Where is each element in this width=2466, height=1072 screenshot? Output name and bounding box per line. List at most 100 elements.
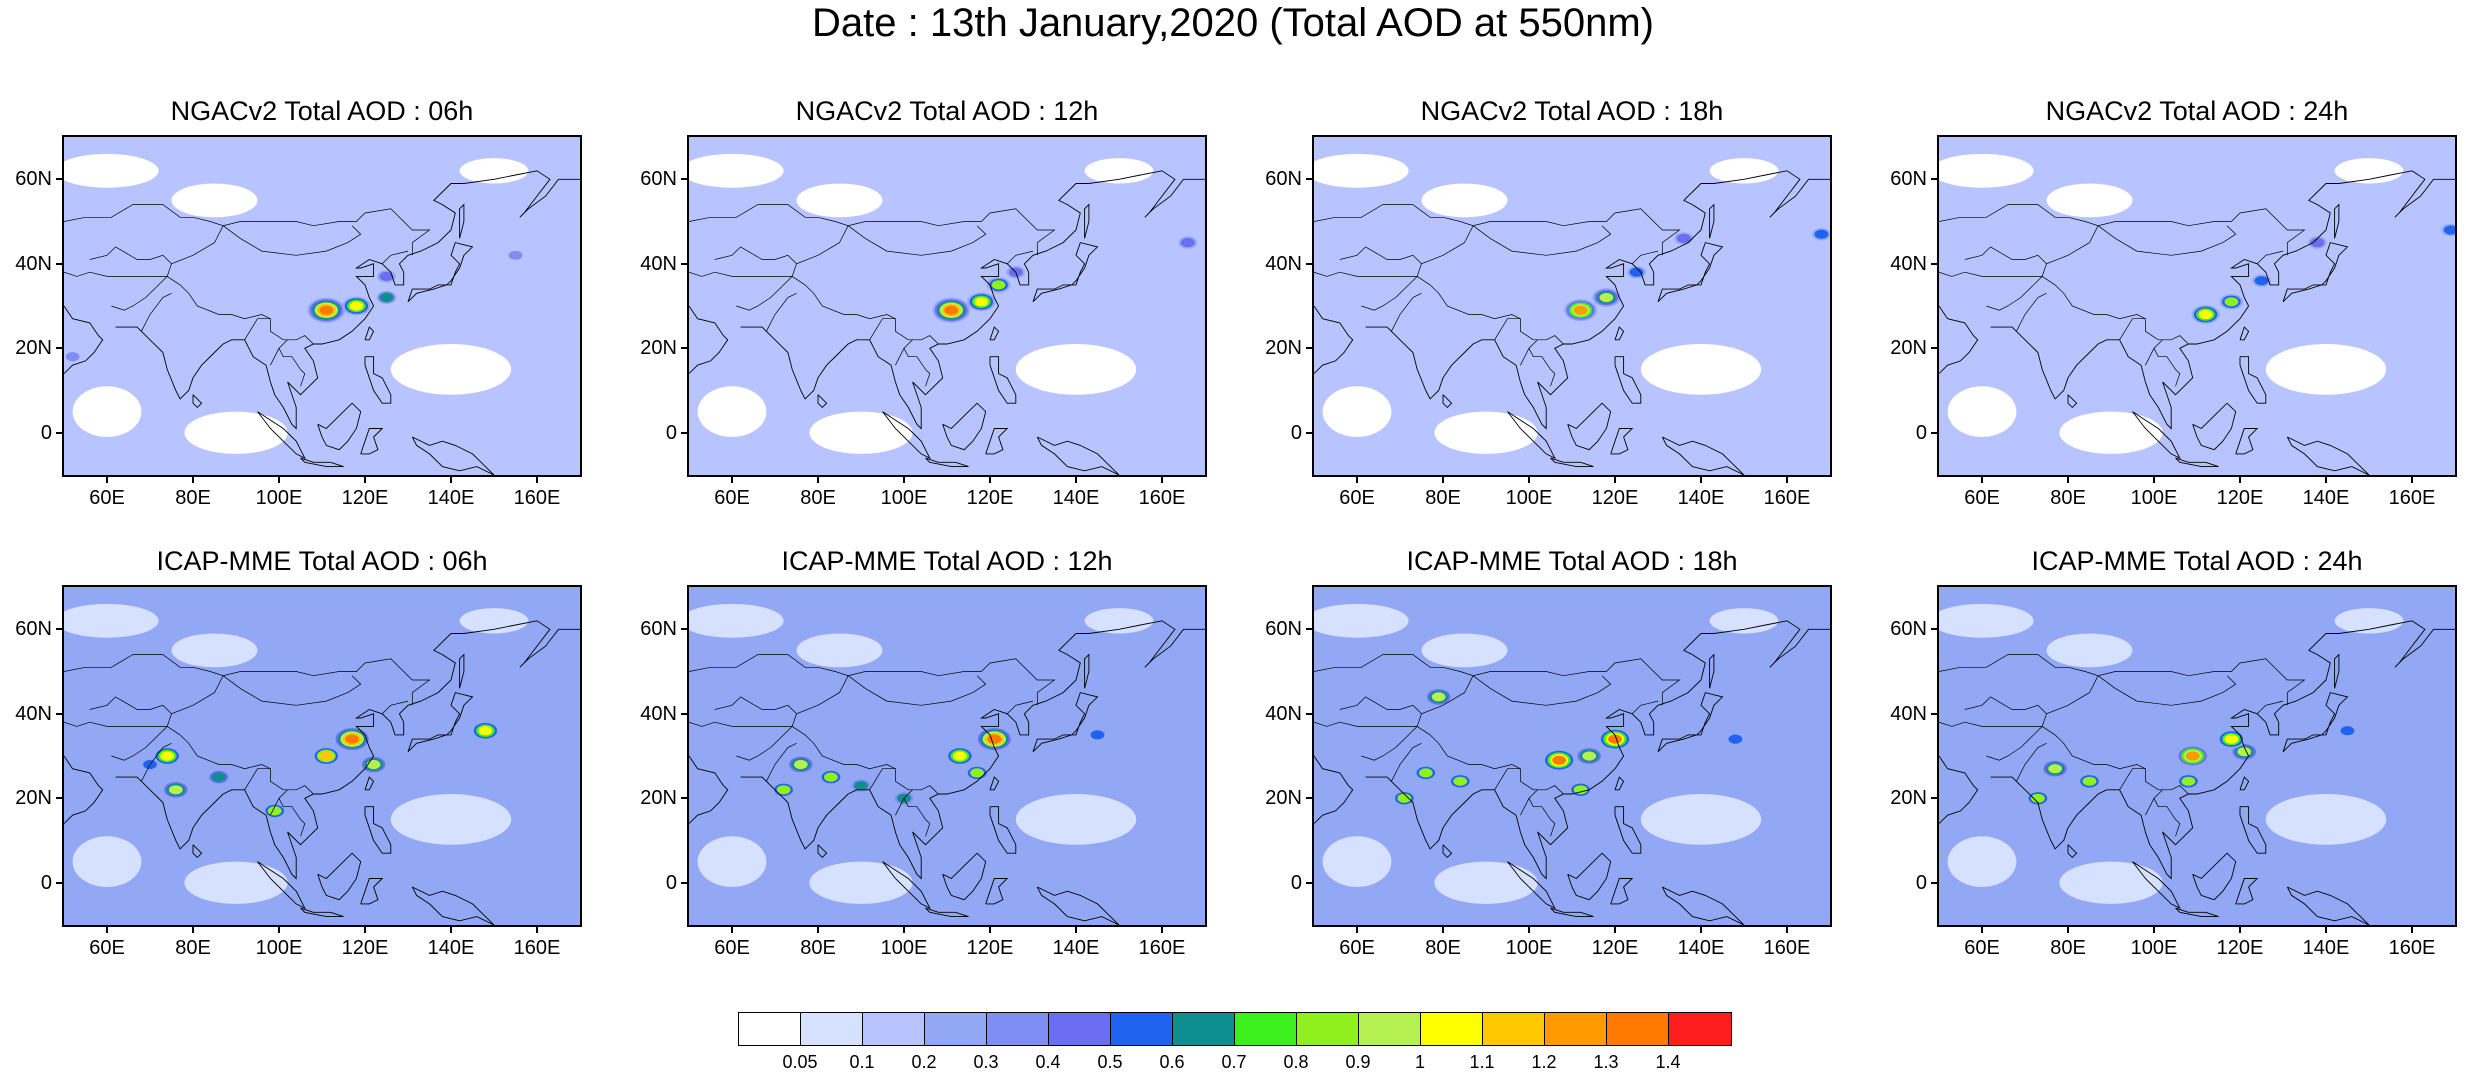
lon-tick bbox=[817, 927, 819, 933]
lon-tick-label: 100E bbox=[1505, 937, 1553, 959]
coastline bbox=[317, 402, 362, 451]
lat-tick bbox=[56, 712, 62, 715]
lon-tick-label: 140E bbox=[2302, 937, 2350, 959]
coastline bbox=[115, 776, 267, 850]
aod-hotspot-mark bbox=[160, 751, 175, 761]
coastline bbox=[1610, 878, 1634, 905]
lat-tick bbox=[1931, 712, 1937, 715]
lon-tick bbox=[989, 477, 991, 483]
aod-hotspot-mark bbox=[478, 726, 493, 736]
lon-tick bbox=[1356, 477, 1358, 483]
colorbar-swatch bbox=[1483, 1013, 1545, 1045]
lat-tick bbox=[1306, 628, 1312, 631]
coastline bbox=[1550, 457, 1594, 468]
country-border bbox=[1631, 250, 1659, 265]
country-border bbox=[847, 225, 987, 256]
coastline bbox=[1709, 653, 1715, 689]
clean-air-patches bbox=[64, 603, 529, 904]
country-border bbox=[689, 721, 715, 727]
lon-tick bbox=[450, 477, 452, 483]
colorbar-swatch bbox=[1607, 1013, 1669, 1045]
lat-tick-label: 40N bbox=[1890, 702, 1927, 725]
country-border bbox=[714, 225, 849, 277]
coastline bbox=[1507, 861, 1556, 910]
country-border bbox=[1939, 271, 1965, 277]
aod-map-icap-mme-12h bbox=[687, 585, 1207, 927]
lat-tick bbox=[1931, 881, 1937, 884]
aod-hotspot-mark bbox=[1676, 233, 1691, 243]
clean-air-patch bbox=[1322, 386, 1392, 437]
aod-hotspot-mark bbox=[970, 768, 984, 778]
aod-hotspot-mark bbox=[319, 305, 334, 315]
panel-title: NGACv2 Total AOD : 06h bbox=[170, 96, 474, 126]
clean-air-patch bbox=[72, 386, 142, 437]
country-border bbox=[64, 721, 90, 727]
country-border bbox=[381, 700, 409, 715]
lon-tick-label: 160E bbox=[1763, 937, 1811, 959]
coastline bbox=[360, 878, 384, 905]
clean-air-patch bbox=[2059, 411, 2163, 454]
coastline bbox=[2140, 620, 2455, 880]
lat-tick-label: 20N bbox=[1890, 787, 1927, 810]
coastline bbox=[411, 436, 495, 475]
clean-air-patch bbox=[2046, 183, 2133, 218]
clean-air-patch bbox=[1947, 386, 2017, 437]
coastline bbox=[192, 394, 203, 409]
lon-tick-label: 120E bbox=[1591, 937, 1639, 959]
lon-tick bbox=[1356, 927, 1358, 933]
aod-field bbox=[1314, 587, 1830, 925]
coastlines bbox=[64, 170, 580, 475]
coastline bbox=[2175, 907, 2219, 918]
panel-title: ICAP-MME Total AOD : 12h bbox=[781, 546, 1113, 576]
aod-field bbox=[689, 137, 1205, 475]
country-border bbox=[64, 271, 90, 277]
coastline bbox=[942, 402, 987, 451]
colorbar-label: 1.4 bbox=[1655, 1052, 1681, 1072]
lon-tick bbox=[2239, 477, 2241, 483]
country-border bbox=[1006, 250, 1034, 265]
aod-hotspot-mark bbox=[2224, 297, 2239, 307]
lon-tick-label: 80E bbox=[800, 937, 836, 959]
lon-tick-label: 160E bbox=[513, 937, 561, 959]
country-border bbox=[903, 789, 913, 799]
aod-hotspot-mark bbox=[2082, 776, 2097, 786]
clean-air-patches bbox=[689, 603, 1154, 904]
coastline bbox=[1939, 755, 1979, 824]
country-border bbox=[1494, 768, 1521, 790]
coastline bbox=[890, 170, 1205, 430]
country-border bbox=[1314, 204, 1681, 256]
colorbar bbox=[738, 1012, 1732, 1046]
lat-tick bbox=[1931, 431, 1937, 434]
colorbar-label: 0.05 bbox=[782, 1052, 818, 1072]
coastline bbox=[1610, 428, 1634, 455]
aod-hotspot-mark bbox=[987, 734, 1002, 744]
country-border bbox=[2097, 675, 2237, 706]
clean-air-patch bbox=[809, 411, 913, 454]
panel-title: NGACv2 Total AOD : 18h bbox=[1420, 96, 1724, 126]
clean-air-patches bbox=[1314, 153, 1779, 454]
lat-tick bbox=[1931, 347, 1937, 350]
lat-tick-label: 60N bbox=[15, 618, 52, 641]
lon-tick bbox=[1700, 927, 1702, 933]
aod-hotspots bbox=[140, 721, 500, 819]
clean-air-patch bbox=[1314, 603, 1409, 638]
lat-tick-label: 60N bbox=[15, 168, 52, 191]
lon-tick bbox=[106, 927, 108, 933]
aod-hotspot-mark bbox=[211, 772, 226, 782]
colorbar-swatch bbox=[925, 1013, 987, 1045]
clean-air-patch bbox=[390, 794, 512, 845]
lon-tick bbox=[2411, 477, 2413, 483]
country-border bbox=[1986, 726, 2043, 761]
lon-tick bbox=[2325, 477, 2327, 483]
coastline bbox=[407, 242, 474, 303]
country-border bbox=[2153, 789, 2163, 799]
lon-tick-label: 60E bbox=[1339, 487, 1375, 509]
country-border bbox=[1339, 246, 1422, 265]
coastline bbox=[1990, 326, 2142, 400]
lon-tick-label: 140E bbox=[1052, 487, 1100, 509]
lon-tick-label: 60E bbox=[1964, 487, 2000, 509]
country-border bbox=[278, 339, 288, 349]
aod-hotspot-mark bbox=[366, 759, 381, 770]
country-border bbox=[1631, 700, 1659, 715]
coastlines bbox=[64, 620, 580, 925]
